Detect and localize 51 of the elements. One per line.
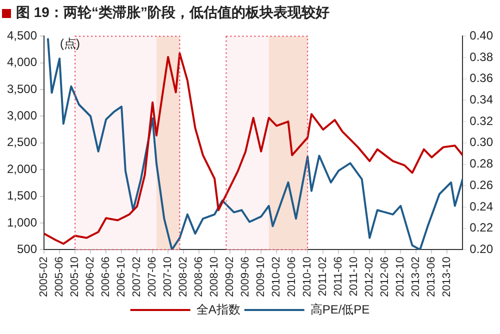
y-tick-label: 3,500: [7, 82, 38, 96]
x-tick-label: 2013-06: [426, 256, 438, 298]
y-tick-label: 4,500: [7, 28, 38, 43]
chart-title: 图 19：两轮“类滞胀”阶段，低估值的板块表现较好: [16, 4, 330, 22]
x-tick-label: 2007-06: [146, 256, 159, 298]
x-tick-label: 2008-02: [178, 256, 190, 298]
y2-tick-label: 0.20: [470, 242, 494, 256]
x-tick-label: 2008-10: [208, 256, 221, 298]
x-tick-label: 2009-06: [240, 256, 252, 298]
x-tick-label: 2013-10: [441, 256, 454, 298]
x-tick-label: 2012-02: [364, 256, 376, 298]
x-tick-label: 2006-06: [100, 256, 112, 298]
y-tick-label: 3,000: [7, 108, 38, 123]
x-tick-label: 2006-02: [84, 256, 97, 298]
y-tick-label: 2,000: [7, 162, 38, 176]
x-tick-label: 2006-10: [116, 256, 128, 298]
x-tick-label: 2010-06: [286, 256, 298, 298]
y2-tick-label: 0.34: [470, 92, 494, 107]
y2-tick-label: 0.30: [470, 135, 494, 150]
x-tick-label: 2005-06: [54, 256, 66, 298]
y2-tick-label: 0.38: [470, 50, 494, 64]
x-tick-label: 2012-10: [394, 256, 407, 298]
x-tick-label: 2005-02: [38, 256, 50, 298]
y-tick-label: 500: [17, 242, 38, 256]
x-tick-label: 2011-06: [332, 256, 345, 296]
x-tick-label: 2009-02: [224, 256, 236, 298]
x-tick-label: 2009-10: [255, 256, 268, 298]
x-tick-label: 2008-06: [193, 256, 206, 298]
y2-tick-label: 0.36: [470, 71, 494, 86]
legend-label: 全A指数: [196, 302, 240, 316]
y2-tick-label: 0.22: [470, 220, 494, 235]
y2-tick-label: 0.32: [470, 114, 494, 128]
x-tick-label: 2011-02: [317, 256, 330, 296]
x-tick-label: 2013-02: [410, 256, 422, 298]
x-tick-label: 2010-02: [270, 256, 283, 298]
x-tick-label: 2011-10: [348, 256, 360, 296]
x-tick-label: 2005-10: [69, 256, 82, 298]
x-tick-label: 2007-02: [131, 256, 144, 298]
y2-tick-label: 0.28: [470, 156, 494, 171]
x-tick-label: 2010-10: [302, 256, 314, 298]
annotation: (点): [60, 36, 80, 51]
y2-tick-label: 0.26: [470, 178, 494, 192]
y-tick-label: 1,500: [7, 188, 38, 203]
y-tick-label: 2,500: [7, 135, 38, 150]
y2-tick-label: 0.40: [470, 28, 494, 43]
y2-tick-label: 0.24: [470, 199, 494, 214]
legend-label: 高PE/低PE: [310, 302, 370, 316]
x-tick-label: 2007-10: [162, 256, 174, 298]
y-tick-label: 1,000: [7, 215, 38, 230]
x-tick-label: 2012-06: [379, 256, 392, 298]
y-tick-label: 4,000: [7, 55, 38, 70]
